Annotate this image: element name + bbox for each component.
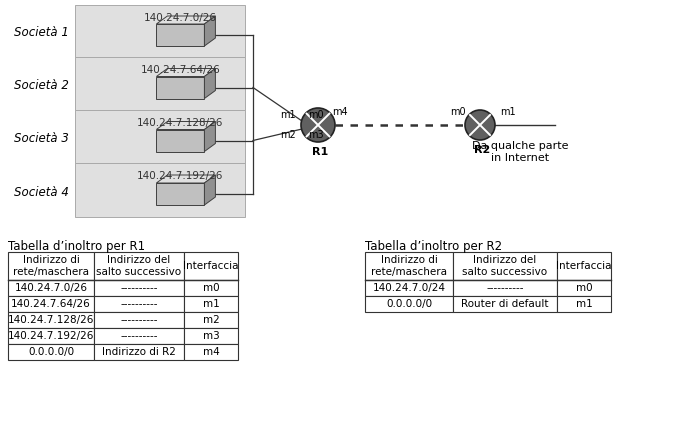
Text: ----------: ---------- bbox=[121, 299, 158, 309]
Text: Interfaccia: Interfaccia bbox=[183, 261, 239, 271]
Text: 0.0.0.0/0: 0.0.0.0/0 bbox=[28, 347, 74, 357]
Text: m1: m1 bbox=[500, 107, 516, 117]
Polygon shape bbox=[156, 183, 204, 205]
Text: 140.24.7.0/26: 140.24.7.0/26 bbox=[144, 13, 217, 23]
FancyBboxPatch shape bbox=[184, 312, 238, 328]
Text: m1: m1 bbox=[280, 110, 296, 120]
Text: 140.24.7.192/26: 140.24.7.192/26 bbox=[8, 331, 94, 341]
FancyBboxPatch shape bbox=[94, 296, 184, 312]
FancyBboxPatch shape bbox=[94, 344, 184, 360]
Text: m2: m2 bbox=[203, 315, 220, 325]
FancyBboxPatch shape bbox=[453, 296, 557, 312]
Text: 140.24.7.128/26: 140.24.7.128/26 bbox=[8, 315, 94, 325]
Text: 140.24.7.128/26: 140.24.7.128/26 bbox=[137, 118, 224, 128]
Text: Società 3: Società 3 bbox=[14, 132, 69, 145]
FancyBboxPatch shape bbox=[8, 312, 94, 328]
Text: 140.24.7.0/26: 140.24.7.0/26 bbox=[15, 283, 88, 293]
Text: Router di default: Router di default bbox=[461, 299, 549, 309]
Text: 140.24.7.0/24: 140.24.7.0/24 bbox=[372, 283, 445, 293]
Polygon shape bbox=[156, 69, 215, 77]
Text: Società 4: Società 4 bbox=[14, 186, 69, 198]
Polygon shape bbox=[156, 175, 215, 183]
FancyBboxPatch shape bbox=[94, 312, 184, 328]
Polygon shape bbox=[156, 16, 215, 24]
FancyBboxPatch shape bbox=[557, 252, 611, 280]
FancyBboxPatch shape bbox=[8, 252, 94, 280]
FancyBboxPatch shape bbox=[365, 252, 453, 280]
Text: Tabella d’inoltro per R1: Tabella d’inoltro per R1 bbox=[8, 240, 145, 253]
FancyBboxPatch shape bbox=[8, 280, 94, 296]
Text: R1: R1 bbox=[312, 147, 328, 157]
Polygon shape bbox=[156, 77, 204, 98]
FancyBboxPatch shape bbox=[75, 110, 245, 163]
FancyBboxPatch shape bbox=[557, 296, 611, 312]
FancyBboxPatch shape bbox=[8, 328, 94, 344]
FancyBboxPatch shape bbox=[94, 328, 184, 344]
Text: m1: m1 bbox=[203, 299, 220, 309]
Polygon shape bbox=[204, 121, 215, 151]
Polygon shape bbox=[156, 129, 204, 151]
FancyBboxPatch shape bbox=[184, 328, 238, 344]
Text: m0: m0 bbox=[308, 110, 323, 120]
Text: Indirizzo di
rete/maschera: Indirizzo di rete/maschera bbox=[13, 255, 89, 277]
FancyBboxPatch shape bbox=[365, 296, 453, 312]
FancyBboxPatch shape bbox=[557, 280, 611, 296]
Text: m3: m3 bbox=[203, 331, 220, 341]
Text: m3: m3 bbox=[308, 130, 323, 140]
FancyBboxPatch shape bbox=[365, 280, 453, 296]
FancyBboxPatch shape bbox=[8, 344, 94, 360]
FancyBboxPatch shape bbox=[94, 280, 184, 296]
Text: ----------: ---------- bbox=[121, 331, 158, 341]
Text: m0: m0 bbox=[450, 107, 466, 117]
FancyBboxPatch shape bbox=[75, 57, 245, 110]
Text: m2: m2 bbox=[280, 130, 296, 140]
FancyBboxPatch shape bbox=[184, 296, 238, 312]
Text: m0: m0 bbox=[576, 283, 592, 293]
Text: Indirizzo di
rete/maschera: Indirizzo di rete/maschera bbox=[371, 255, 447, 277]
FancyBboxPatch shape bbox=[453, 252, 557, 280]
Text: ----------: ---------- bbox=[121, 315, 158, 325]
Polygon shape bbox=[204, 16, 215, 46]
Text: m4: m4 bbox=[332, 107, 348, 117]
Text: Interfaccia: Interfaccia bbox=[556, 261, 612, 271]
Polygon shape bbox=[156, 121, 215, 129]
Text: Indirizzo di R2: Indirizzo di R2 bbox=[102, 347, 176, 357]
Polygon shape bbox=[156, 24, 204, 46]
Text: 0.0.0.0/0: 0.0.0.0/0 bbox=[386, 299, 432, 309]
Text: R2: R2 bbox=[474, 145, 490, 155]
FancyBboxPatch shape bbox=[75, 5, 245, 57]
Text: Società 1: Società 1 bbox=[14, 27, 69, 40]
Circle shape bbox=[465, 110, 495, 140]
FancyBboxPatch shape bbox=[94, 252, 184, 280]
Text: 140.24.7.64/26: 140.24.7.64/26 bbox=[11, 299, 91, 309]
Text: m4: m4 bbox=[203, 347, 220, 357]
Circle shape bbox=[301, 108, 335, 142]
FancyBboxPatch shape bbox=[75, 163, 245, 217]
Polygon shape bbox=[204, 175, 215, 205]
Text: Tabella d’inoltro per R2: Tabella d’inoltro per R2 bbox=[365, 240, 502, 253]
Text: Da qualche parte
in Internet: Da qualche parte in Internet bbox=[472, 141, 568, 162]
Polygon shape bbox=[204, 69, 215, 98]
FancyBboxPatch shape bbox=[184, 344, 238, 360]
Text: ----------: ---------- bbox=[487, 283, 523, 293]
Text: Società 2: Società 2 bbox=[14, 79, 69, 92]
FancyBboxPatch shape bbox=[453, 280, 557, 296]
FancyBboxPatch shape bbox=[8, 296, 94, 312]
Text: ----------: ---------- bbox=[121, 283, 158, 293]
Text: m0: m0 bbox=[203, 283, 220, 293]
Text: 140.24.7.64/26: 140.24.7.64/26 bbox=[141, 65, 220, 75]
FancyBboxPatch shape bbox=[184, 280, 238, 296]
Text: 140.24.7.192/26: 140.24.7.192/26 bbox=[137, 171, 224, 181]
Text: Indirizzo del
salto successivo: Indirizzo del salto successivo bbox=[462, 255, 548, 277]
FancyBboxPatch shape bbox=[184, 252, 238, 280]
Text: m1: m1 bbox=[576, 299, 592, 309]
Text: Indirizzo del
salto successivo: Indirizzo del salto successivo bbox=[96, 255, 181, 277]
